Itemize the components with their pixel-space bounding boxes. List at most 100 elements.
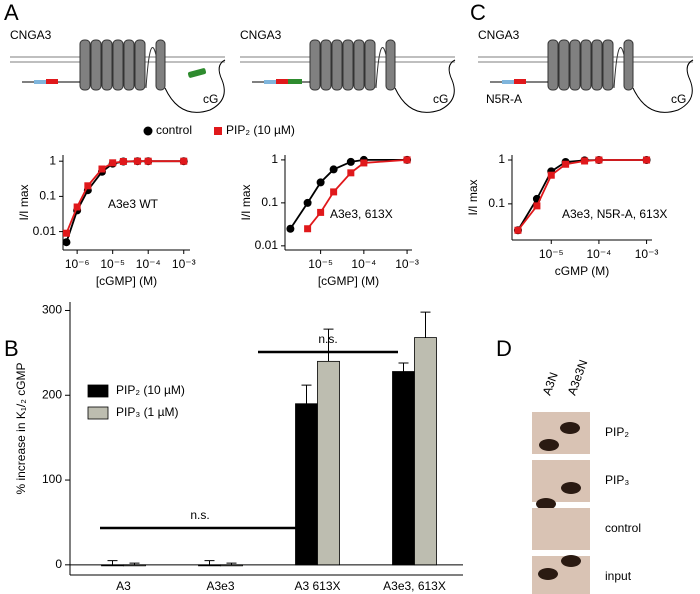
- x-tick-label: 10⁻⁵: [539, 247, 564, 261]
- x-tick-label: 10⁻⁴: [351, 257, 376, 271]
- c-term: [394, 59, 456, 113]
- panel-label: C: [470, 0, 486, 25]
- row-label: PIP₃: [605, 473, 629, 487]
- panel-label: B: [4, 336, 19, 361]
- annotation: A3e3 WT: [108, 197, 159, 211]
- x-tick-label: 10⁻⁵: [100, 257, 125, 271]
- helix: [112, 39, 124, 91]
- marker: [562, 160, 570, 168]
- y-tick-label: 0.01: [255, 238, 279, 252]
- legend-marker: [143, 126, 153, 136]
- x-tick-label: A3: [116, 579, 131, 593]
- bar: [123, 564, 146, 567]
- marker: [62, 238, 71, 247]
- row-label: input: [605, 569, 632, 583]
- helix: [591, 39, 603, 91]
- marker: [62, 229, 70, 237]
- y-tick-label: 100: [42, 472, 62, 486]
- y-tick-label: 300: [42, 303, 62, 317]
- domain: [502, 80, 514, 84]
- x-tick-label: 10⁻⁴: [586, 247, 611, 261]
- helix: [353, 39, 365, 91]
- annotation: A3e3, 613X: [330, 207, 393, 221]
- marker: [643, 156, 651, 164]
- y-tick-label: 0.1: [261, 195, 278, 209]
- domain: [264, 80, 276, 84]
- y-axis-label: I/I max: [466, 179, 480, 215]
- y-tick-label: 1: [498, 152, 505, 166]
- bar: [295, 403, 318, 566]
- marker: [595, 156, 603, 164]
- legend-marker: [87, 406, 109, 420]
- blot-spot: [538, 568, 558, 580]
- y-axis-label: % increase in K₁/₂ cGMP: [14, 362, 28, 494]
- marker: [144, 157, 152, 165]
- bar: [220, 564, 243, 567]
- marker: [533, 202, 541, 210]
- loop: [375, 47, 387, 89]
- panel-label: A: [4, 0, 19, 25]
- blot-spot: [536, 498, 556, 510]
- helix: [101, 39, 113, 91]
- x-tick-label: 10⁻³: [635, 247, 659, 261]
- domain: [288, 79, 302, 84]
- helix: [79, 39, 91, 91]
- helix: [134, 39, 146, 91]
- annotation: A3e3, N5R-A, 613X: [562, 207, 667, 221]
- domain: [514, 79, 526, 84]
- helix: [364, 39, 376, 91]
- marker: [119, 158, 127, 166]
- domain-label: cG: [433, 92, 448, 106]
- blot-strip: [532, 508, 590, 550]
- marker: [514, 226, 522, 234]
- blot-spot: [560, 422, 580, 434]
- x-tick-label: A3e3, 613X: [383, 579, 446, 593]
- blot-spot: [539, 439, 559, 451]
- annotation: n.s.: [318, 332, 337, 346]
- legend-label: PIP₂ (10 µM): [226, 123, 295, 137]
- x-tick-label: 10⁻³: [395, 257, 419, 271]
- helix: [123, 39, 135, 91]
- helix: [547, 39, 559, 91]
- helix: [623, 39, 634, 91]
- blot-strip: [532, 460, 590, 502]
- helix: [385, 39, 396, 91]
- column-label: A3e3N: [565, 358, 591, 397]
- legend-marker: [87, 384, 109, 398]
- blot-spot: [561, 555, 581, 567]
- y-tick-label: 0.01: [33, 224, 57, 238]
- c-term: [632, 59, 694, 113]
- protein-label: CNGA3: [10, 28, 52, 42]
- bar: [101, 564, 124, 567]
- helix: [342, 39, 354, 91]
- c-term: [164, 59, 226, 113]
- helix: [331, 39, 343, 91]
- error-bar: [129, 562, 140, 565]
- helix: [602, 39, 614, 91]
- blot-spot: [561, 482, 581, 494]
- loop: [613, 47, 625, 89]
- protein-label: CNGA3: [240, 28, 282, 42]
- domain: [187, 68, 207, 78]
- helix: [320, 39, 332, 91]
- marker: [581, 157, 589, 165]
- x-tick-label: 10⁻⁶: [65, 257, 90, 271]
- panel-label: D: [496, 336, 512, 361]
- bar: [317, 360, 340, 566]
- y-tick-label: 0.1: [39, 189, 56, 203]
- error-bar: [204, 560, 215, 565]
- column-label: A3N: [540, 370, 561, 397]
- helix: [558, 39, 570, 91]
- helix: [90, 39, 102, 91]
- x-tick-label: A3 613X: [294, 579, 340, 593]
- y-tick-label: 1: [49, 153, 56, 167]
- row-label: control: [605, 521, 641, 535]
- error-bar: [301, 384, 312, 404]
- error-bar: [420, 311, 431, 338]
- domain: [34, 80, 46, 84]
- x-tick-label: 10⁻³: [172, 257, 196, 271]
- marker: [330, 188, 338, 196]
- bar: [414, 337, 437, 566]
- legend-label: PIP₃ (1 µM): [116, 405, 178, 419]
- helix: [569, 39, 581, 91]
